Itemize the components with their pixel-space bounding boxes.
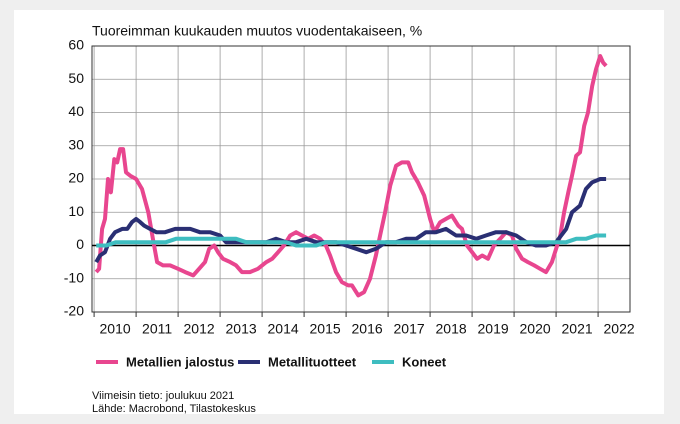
note: Lähde: Macrobond, Tilastokeskus [92,403,256,415]
x-tick-label: 2012 [184,321,215,337]
y-tick-label: -10 [64,269,84,285]
chart-title: Tuoreimman kuukauden muutos vuodentakais… [92,23,422,39]
x-tick-label: 2018 [436,321,467,337]
y-tick-label: 30 [68,136,84,152]
legend-label: Koneet [402,354,447,369]
y-tick-label: 40 [68,103,84,119]
y-tick-label: 10 [68,203,84,219]
x-tick-label: 2013 [226,321,257,337]
x-tick-label: 2010 [100,321,131,337]
x-tick-label: 2011 [142,321,172,337]
x-tick-label: 2021 [562,321,593,337]
y-tick-label: 50 [68,70,84,86]
legend-label: Metallien jalostus [126,354,234,369]
x-tick-label: 2015 [310,321,341,337]
x-tick-label: 2016 [352,321,383,337]
plot-frame [91,45,631,313]
x-tick-label: 2014 [268,321,299,337]
y-tick-label: -20 [64,303,84,319]
y-tick-label: 20 [68,170,84,186]
y-tick-label: 0 [76,236,84,252]
x-tick-label: 2020 [520,321,551,337]
legend-label: Metallituotteet [268,354,357,369]
note: Viimeisin tieto: joulukuu 2021 [92,390,234,402]
series-line [96,233,607,248]
series-line [94,54,608,298]
x-tick-label: 2022 [604,321,635,337]
x-tick-label: 2019 [478,321,509,337]
y-tick-label: 60 [68,37,84,53]
x-tick-label: 2017 [394,321,425,337]
